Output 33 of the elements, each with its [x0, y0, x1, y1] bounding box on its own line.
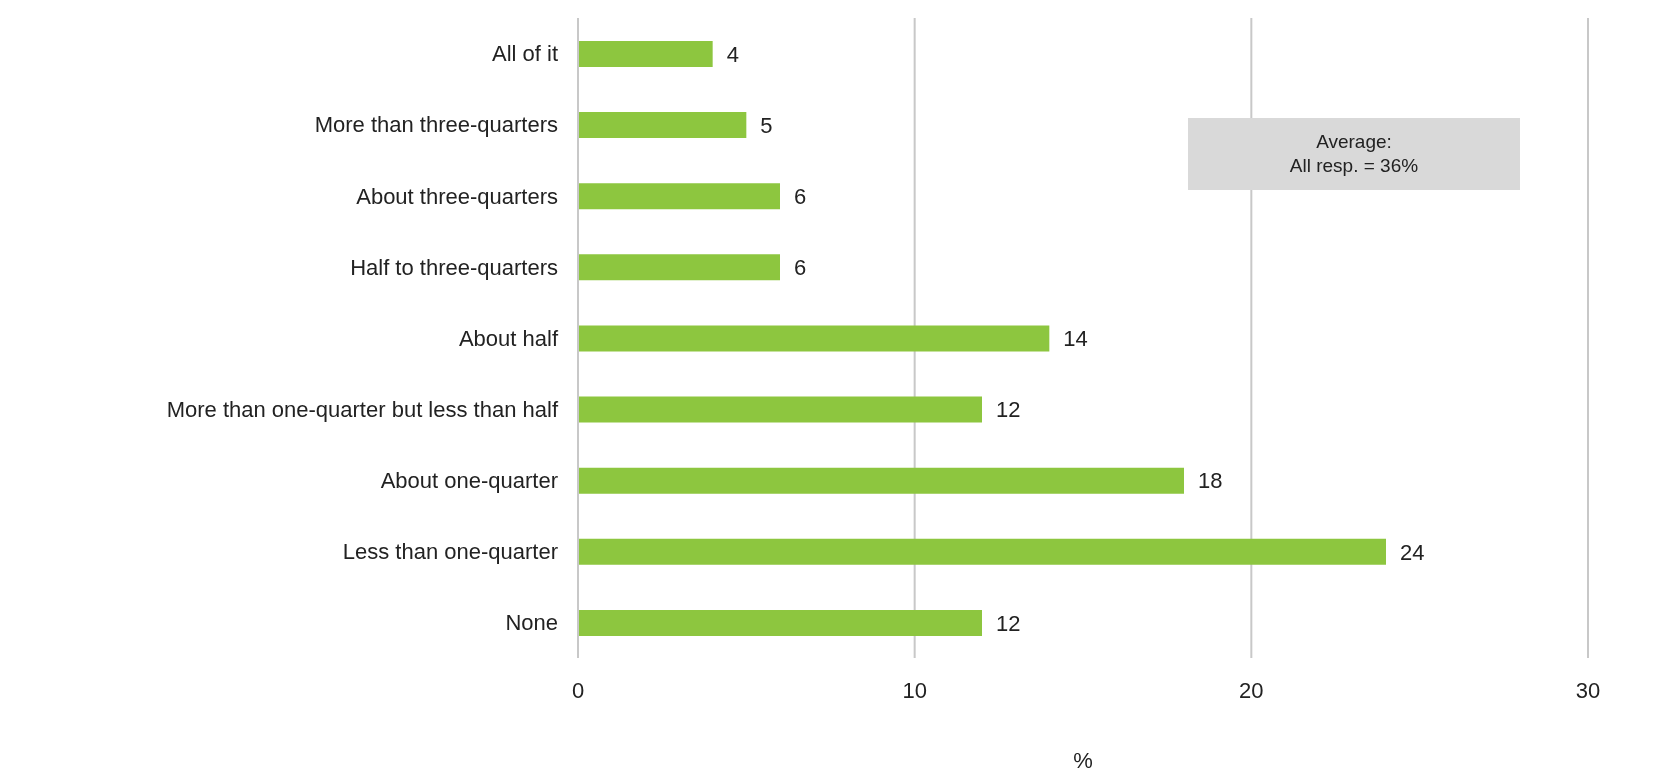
y-tick-label: All of it — [491, 41, 558, 67]
data-label: 5 — [760, 112, 773, 138]
data-label: 24 — [1400, 539, 1425, 565]
y-tick-label: Less than one-quarter — [342, 539, 558, 565]
data-label: 6 — [794, 255, 807, 281]
note-box: Average: All resp. = 36% — [1188, 118, 1520, 190]
bar — [578, 325, 1050, 352]
x-tick-label: 30 — [1575, 677, 1601, 703]
y-tick-label: About three-quarters — [356, 183, 558, 209]
bar — [578, 609, 982, 636]
y-tick-label: Half to three-quarters — [350, 254, 558, 280]
data-label: 12 — [996, 397, 1021, 423]
y-tick-label: More than three-quarters — [314, 112, 558, 138]
bar — [578, 467, 1184, 494]
x-tick-label: 20 — [1239, 677, 1264, 703]
data-label: 6 — [794, 184, 807, 210]
y-tick-label: About half — [458, 325, 559, 351]
x-tick-label: 0 — [571, 677, 585, 703]
bar — [578, 183, 780, 210]
data-label: 18 — [1198, 468, 1223, 494]
y-tick-label: About one-quarter — [380, 468, 558, 494]
y-tick-label: More than one-quarter but less than half — [166, 396, 559, 422]
y-tick-label: None — [505, 610, 558, 636]
data-label: 12 — [996, 610, 1021, 636]
x-tick-label: 10 — [902, 677, 927, 703]
data-label: 14 — [1063, 326, 1088, 352]
bar — [578, 396, 982, 423]
bar — [578, 538, 1386, 565]
bar — [578, 254, 780, 281]
x-axis-title: % — [1073, 748, 1093, 773]
data-label: 4 — [726, 41, 739, 67]
bar — [578, 112, 747, 139]
bar — [578, 41, 713, 67]
